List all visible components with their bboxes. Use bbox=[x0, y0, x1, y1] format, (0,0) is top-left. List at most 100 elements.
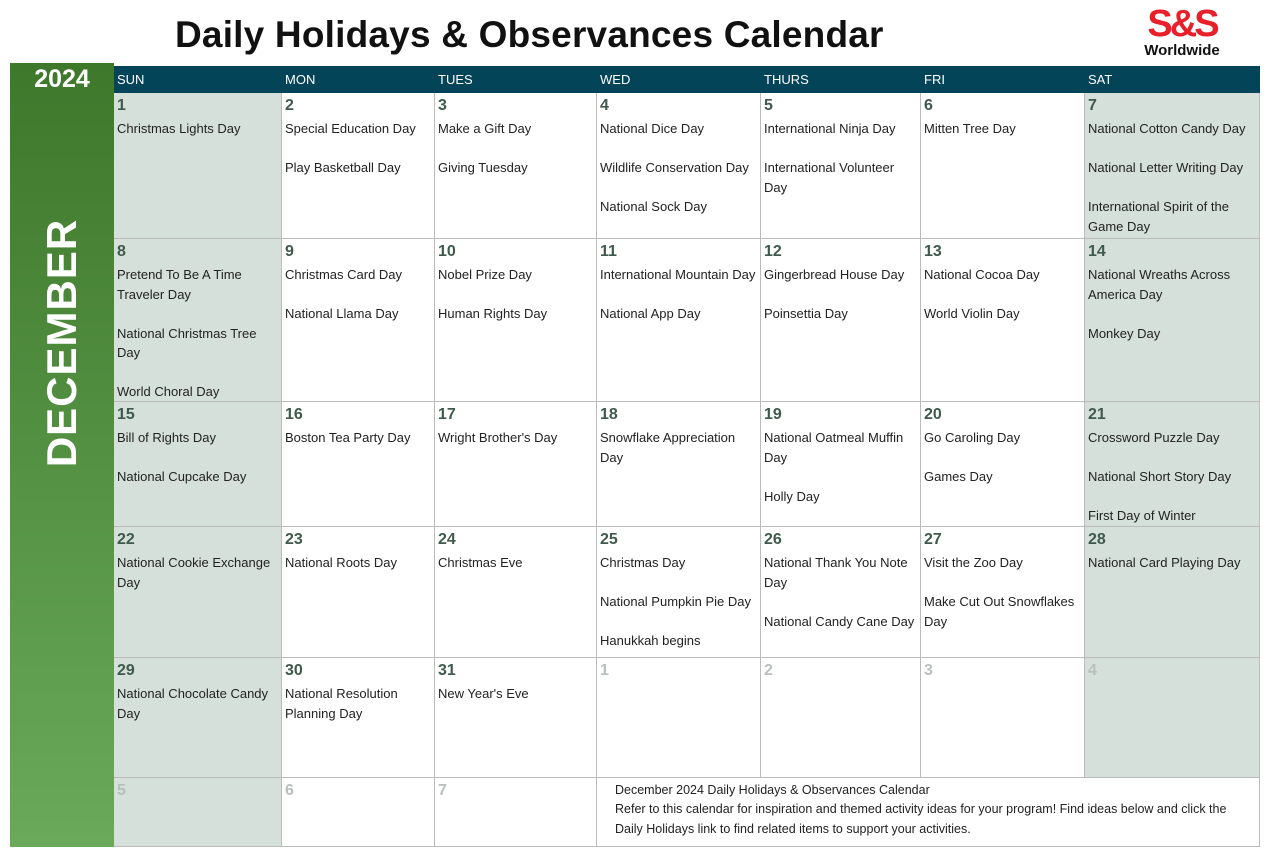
day-cell: 16 Boston Tea Party Day bbox=[282, 402, 435, 527]
event-item[interactable]: Christmas Day bbox=[600, 555, 686, 570]
day-number: 20 bbox=[924, 406, 942, 423]
event-item[interactable]: National Candy Cane Day bbox=[764, 613, 915, 629]
day-cell: 25 Christmas Day National Pumpkin Pie Day H… bbox=[597, 527, 761, 658]
event-item[interactable]: National Christmas Tree Day bbox=[117, 325, 257, 361]
event-item[interactable]: Wright Brother's Day bbox=[438, 430, 558, 445]
event-item[interactable]: Hanukkah begins bbox=[600, 633, 701, 648]
day-cell: 1 bbox=[597, 658, 761, 778]
day-cell: 11 International Mountain Day National App… bbox=[597, 239, 761, 402]
day-number: 5 bbox=[117, 782, 126, 799]
event-item[interactable]: International Volunteer Day bbox=[764, 160, 895, 195]
event-item[interactable]: Holly Day bbox=[764, 488, 820, 504]
event-item[interactable]: Christmas Eve bbox=[438, 555, 523, 570]
event-item[interactable]: National Llama Day bbox=[285, 306, 399, 321]
day-number: 6 bbox=[285, 782, 294, 799]
event-item[interactable]: National Cookie Exchange Day bbox=[117, 555, 271, 590]
event-item[interactable]: Go Caroling Day bbox=[924, 430, 1021, 445]
event-item[interactable]: International Ninja Day bbox=[764, 121, 896, 136]
event-item[interactable]: Human Rights Day bbox=[438, 306, 548, 321]
event-item[interactable]: First Day of Winter bbox=[1088, 508, 1196, 523]
event-item[interactable]: National Letter Writing Day bbox=[1088, 160, 1244, 175]
event-item[interactable]: Christmas Lights Day bbox=[117, 121, 241, 136]
event-item[interactable]: Nobel Prize Day bbox=[438, 267, 532, 282]
day-cell: 10 Nobel Prize Day Human Rights Day bbox=[435, 239, 597, 402]
event-item[interactable]: Wildlife Conservation Day bbox=[600, 160, 749, 175]
day-number: 10 bbox=[438, 243, 456, 260]
event-item[interactable]: Boston Tea Party Day bbox=[285, 430, 411, 445]
day-cell: 4 National Dice Day Wildlife Conservation … bbox=[597, 93, 761, 239]
note-body: Refer to this calendar for inspiration a… bbox=[615, 802, 1227, 836]
day-cell: 26 National Thank You Note Day National Ca… bbox=[761, 527, 921, 658]
day-number: 5 bbox=[764, 97, 773, 114]
event-item[interactable]: National Short Story Day bbox=[1088, 469, 1232, 484]
day-number: 25 bbox=[600, 531, 618, 548]
day-cell: 12 Gingerbread House Day Poinsettia Day bbox=[761, 239, 921, 402]
event-item[interactable]: Crossword Puzzle Day bbox=[1088, 430, 1220, 445]
event-item[interactable]: Special Education Day bbox=[285, 121, 416, 136]
event-item[interactable]: World Violin Day bbox=[924, 306, 1020, 321]
day-cell: 7 National Cotton Candy Day National Lette… bbox=[1085, 93, 1260, 239]
event-item[interactable]: Games Day bbox=[924, 469, 993, 484]
event-item[interactable]: Giving Tuesday bbox=[438, 160, 528, 175]
logo-subtitle: Worldwide bbox=[1144, 42, 1220, 59]
event-item[interactable]: Pretend To Be A Time Traveler Day bbox=[117, 267, 242, 302]
event-item[interactable]: National Cotton Candy Day bbox=[1088, 121, 1246, 136]
event-item[interactable]: World Choral Day bbox=[117, 384, 220, 399]
day-number: 3 bbox=[438, 97, 447, 114]
ss-worldwide-logo[interactable]: S&S Worldwide bbox=[1132, 4, 1232, 64]
day-number: 18 bbox=[600, 406, 618, 423]
event-item[interactable]: National Chocolate Candy Day bbox=[117, 686, 269, 721]
event-item[interactable]: Gingerbread House Day bbox=[764, 267, 905, 282]
event-item[interactable]: International Spirit of the Game Day bbox=[1088, 199, 1229, 234]
event-item[interactable]: Snowflake Appreciation Day bbox=[600, 430, 736, 465]
day-number: 2 bbox=[285, 97, 294, 114]
day-cell: 1 Christmas Lights Day bbox=[114, 93, 282, 239]
day-number: 7 bbox=[1088, 97, 1097, 114]
day-cell: 4 bbox=[1085, 658, 1260, 778]
event-item[interactable]: National Cocoa Day bbox=[924, 267, 1040, 282]
day-number: 26 bbox=[764, 531, 782, 548]
event-item[interactable]: Poinsettia Day bbox=[764, 306, 848, 321]
event-item[interactable]: National Resolution Planning Day bbox=[285, 686, 398, 721]
event-item[interactable]: National Cupcake Day bbox=[117, 469, 247, 484]
day-number: 21 bbox=[1088, 406, 1106, 423]
event-item[interactable]: Make Cut Out Snowflakes Day bbox=[924, 594, 1075, 629]
event-item[interactable]: Make a Gift Day bbox=[438, 121, 532, 136]
day-number: 24 bbox=[438, 531, 456, 548]
month-sidebar: 2024 DECEMBER bbox=[10, 63, 114, 847]
day-number: 1 bbox=[600, 662, 609, 679]
event-item[interactable]: New Year's Eve bbox=[438, 686, 529, 701]
event-item[interactable]: National Dice Day bbox=[600, 121, 705, 136]
event-item[interactable]: National Roots Day bbox=[285, 555, 397, 570]
day-number: 9 bbox=[285, 243, 294, 260]
event-item[interactable]: Mitten Tree Day bbox=[924, 121, 1016, 136]
event-item[interactable]: Bill of Rights Day bbox=[117, 430, 216, 445]
day-number: 4 bbox=[1088, 662, 1097, 679]
day-cell: 2 bbox=[761, 658, 921, 778]
event-item[interactable]: National Wreaths Across America Day bbox=[1088, 267, 1231, 302]
event-item[interactable]: Christmas Card Day bbox=[285, 267, 403, 282]
day-number: 12 bbox=[764, 243, 782, 260]
event-item[interactable]: National Card Playing Day bbox=[1088, 555, 1241, 570]
weekday-tues: TUES bbox=[438, 72, 473, 87]
day-cell: 2 Special Education Day Play Basketball Da… bbox=[282, 93, 435, 239]
event-item[interactable]: National App Day bbox=[600, 306, 701, 321]
event-item[interactable]: Monkey Day bbox=[1088, 325, 1161, 341]
day-number: 13 bbox=[924, 243, 942, 260]
day-cell: 19 National Oatmeal Muffin Day Holly Day bbox=[761, 402, 921, 527]
event-item[interactable]: International Mountain Day bbox=[600, 267, 756, 282]
event-item[interactable]: National Sock Day bbox=[600, 199, 707, 214]
day-number: 8 bbox=[117, 243, 126, 260]
event-item[interactable]: National Oatmeal Muffin Day bbox=[764, 430, 904, 465]
event-item[interactable]: National Pumpkin Pie Day bbox=[600, 594, 752, 609]
day-number: 17 bbox=[438, 406, 456, 423]
day-cell: 23 National Roots Day bbox=[282, 527, 435, 658]
day-number: 4 bbox=[600, 97, 609, 114]
year-label: 2024 bbox=[34, 65, 90, 93]
logo-mark: S&S bbox=[1147, 3, 1219, 45]
event-item[interactable]: National Thank You Note Day bbox=[764, 555, 908, 590]
day-cell: 5 International Ninja Day International Vo… bbox=[761, 93, 921, 239]
event-item[interactable]: Play Basketball Day bbox=[285, 160, 401, 175]
event-item[interactable]: Visit the Zoo Day bbox=[924, 555, 1023, 570]
day-cell: 24 Christmas Eve bbox=[435, 527, 597, 658]
